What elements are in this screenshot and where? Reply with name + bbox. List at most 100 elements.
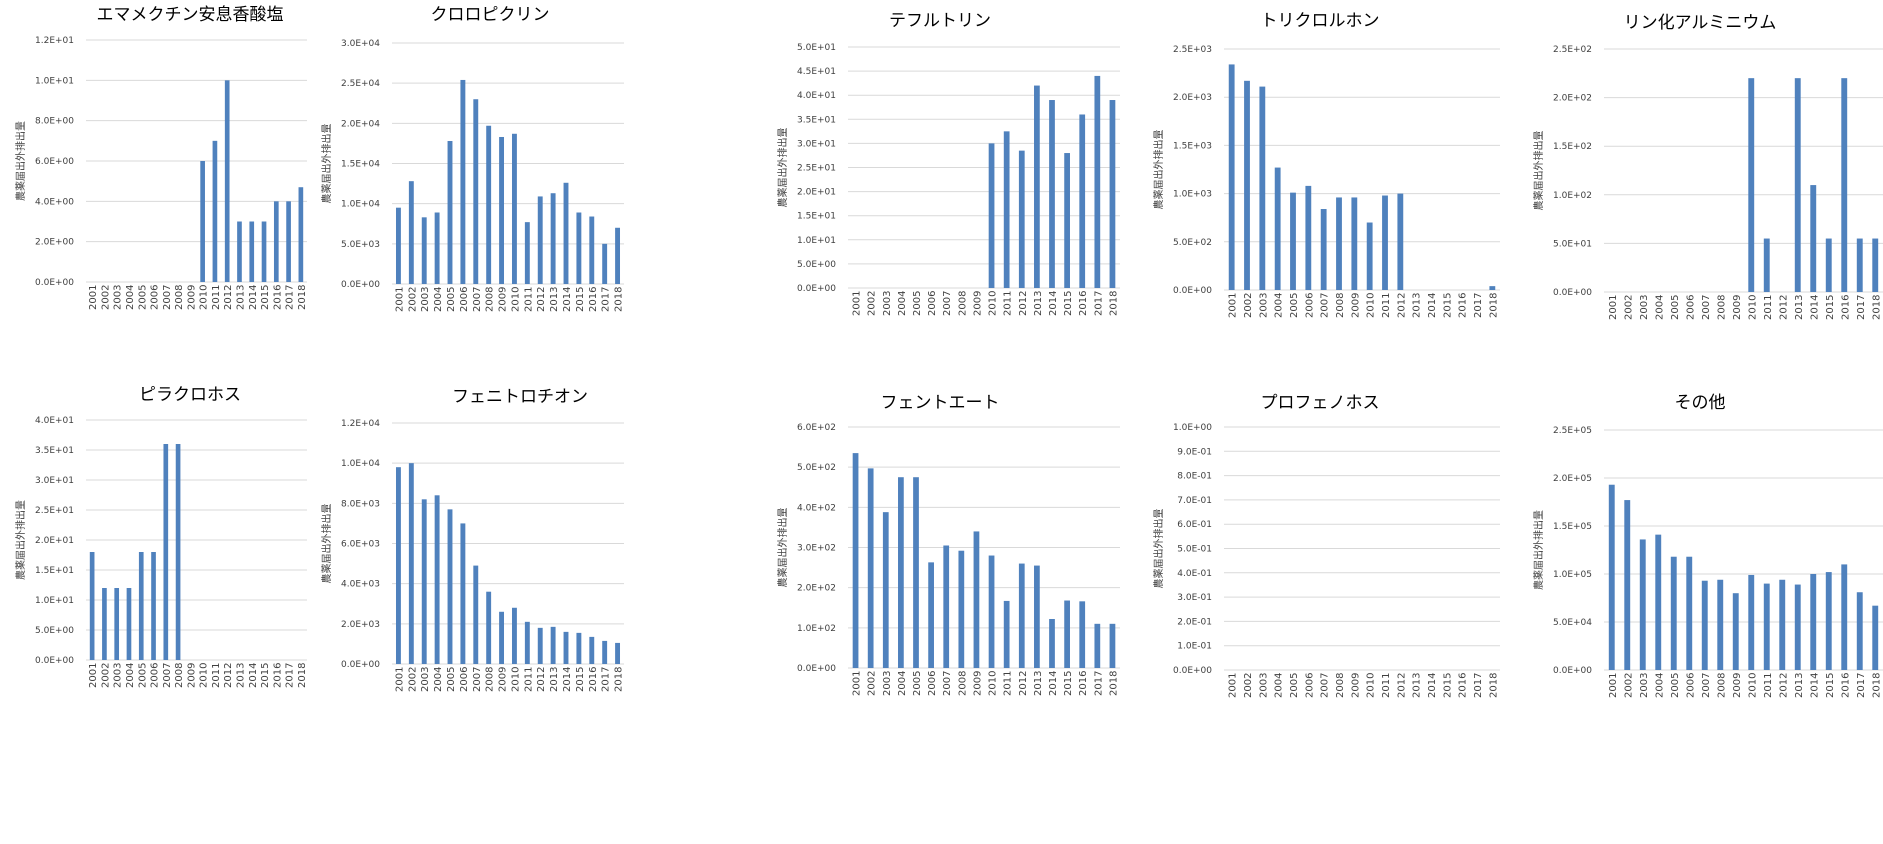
bar-2008 (486, 125, 492, 284)
bar-2013 (237, 221, 242, 282)
bar-2004 (898, 477, 904, 668)
bar-2006 (151, 552, 156, 660)
x-tick-label: 2002 (1243, 673, 1254, 698)
y-tick-label: 8.0E-01 (1177, 472, 1212, 482)
x-tick-label: 2015 (1063, 671, 1074, 696)
bar-2006 (1305, 185, 1312, 290)
y-tick-label: 2.0E+01 (797, 188, 836, 198)
bar-2006 (1686, 556, 1693, 670)
x-tick-label: 2017 (601, 287, 612, 312)
bar-2001 (1608, 484, 1615, 670)
x-tick-label: 2005 (1670, 295, 1681, 320)
x-tick-label: 2001 (852, 291, 863, 316)
x-tick-label: 2011 (211, 285, 222, 310)
x-tick-label: 2011 (1763, 295, 1774, 320)
x-tick-label: 2008 (174, 663, 185, 688)
x-tick-label: 2017 (1856, 673, 1867, 698)
x-tick-label: 2002 (407, 667, 418, 692)
y-axis-label: 農薬届出外排出量 (1532, 131, 1545, 211)
y-tick-label: 9.0E-01 (1177, 447, 1212, 457)
y-tick-label: 4.5E+01 (797, 67, 836, 77)
x-tick-label: 2014 (248, 285, 259, 310)
chart-panel: クロロピクリン 農薬届出外排出量 0.0E+00 5.0E+03 1.0E+04 1.5E… (320, 0, 740, 420)
bar-2011 (1382, 195, 1388, 290)
x-tick-label: 2012 (1018, 671, 1029, 696)
y-tick-label: 8.0E+00 (35, 117, 74, 127)
x-tick-label: 2010 (1747, 295, 1758, 320)
bar-2018 (1489, 286, 1496, 290)
bar-2018 (1109, 100, 1116, 289)
x-tick-label: 2005 (912, 291, 923, 316)
y-tick-label: 0.0E+00 (1173, 286, 1212, 296)
x-tick-label: 2002 (1623, 673, 1634, 698)
x-tick-label: 2001 (1228, 673, 1239, 698)
x-tick-label: 2008 (1335, 673, 1346, 698)
x-tick-label: 2016 (1840, 673, 1851, 698)
bar-2010 (988, 143, 995, 288)
x-tick-label: 2005 (1289, 673, 1300, 698)
x-tick-label: 2001 (88, 663, 99, 688)
x-tick-label: 2016 (1840, 295, 1851, 320)
x-tick-label: 2006 (459, 667, 470, 692)
y-tick-label: 2.0E+03 (1173, 93, 1212, 103)
x-tick-label: 2008 (1335, 293, 1346, 318)
x-tick-label: 2007 (1701, 295, 1712, 320)
bar-2003 (1259, 86, 1266, 290)
y-tick-label: 4.0E+03 (341, 580, 380, 590)
y-axis-label: 農薬届出外排出量 (1152, 509, 1165, 589)
x-tick-label: 2012 (536, 667, 547, 692)
x-tick-label: 2012 (1778, 295, 1789, 320)
bar-2004 (126, 588, 132, 660)
bar-2006 (928, 562, 934, 668)
y-tick-label: 1.0E+02 (1553, 191, 1592, 201)
x-tick-label: 2014 (562, 287, 573, 312)
x-tick-label: 2008 (957, 291, 968, 316)
x-tick-label: 2003 (1258, 293, 1269, 318)
x-tick-label: 2015 (1442, 673, 1453, 698)
bar-2011 (524, 621, 530, 664)
x-tick-label: 2011 (523, 287, 534, 312)
x-tick-label: 2018 (1108, 291, 1119, 316)
bar-2010 (1366, 222, 1373, 290)
y-axis-label: 農薬届出外排出量 (1152, 130, 1165, 210)
bar-2013 (1034, 565, 1040, 668)
y-tick-label: 5.0E-01 (1177, 545, 1212, 555)
y-tick-label: 3.5E+01 (797, 115, 836, 125)
bar-2003 (882, 512, 889, 668)
x-tick-label: 2006 (150, 663, 161, 688)
y-tick-label: 2.0E+01 (35, 536, 74, 546)
x-tick-label: 2007 (942, 291, 953, 316)
x-tick-label: 2010 (199, 663, 210, 688)
y-tick-label: 5.0E+03 (341, 240, 380, 250)
bar-2007 (163, 444, 169, 660)
bar-2005 (913, 477, 919, 668)
y-tick-label: 1.5E+03 (1173, 141, 1212, 151)
bar-2003 (421, 499, 427, 664)
bar-2016 (1841, 78, 1848, 292)
bar-2004 (1655, 534, 1662, 670)
bar-2010 (200, 161, 205, 282)
x-tick-label: 2003 (113, 285, 124, 310)
y-tick-label: 3.5E+01 (35, 446, 74, 456)
chart-panel: ピラクロホス 農薬届出外排出量 0.0E+00 5.0E+00 1.0E+01 1.5E+… (0, 385, 370, 840)
x-tick-label: 2011 (1381, 673, 1392, 698)
y-tick-label: 0.0E+00 (1553, 288, 1592, 298)
bar-2003 (421, 217, 427, 284)
y-tick-label: 6.0E+00 (35, 157, 74, 167)
y-tick-label: 1.0E+01 (35, 76, 74, 86)
chart-title: フェニトロチオン (452, 387, 588, 407)
y-tick-label: 0.0E+00 (341, 660, 380, 670)
bar-2010 (1748, 574, 1755, 670)
bar-2008 (958, 550, 965, 668)
bar-2015 (1825, 238, 1832, 292)
x-tick-label: 2010 (510, 287, 521, 312)
x-tick-label: 2006 (927, 291, 938, 316)
chart-title: クロロピクリン (431, 5, 550, 25)
